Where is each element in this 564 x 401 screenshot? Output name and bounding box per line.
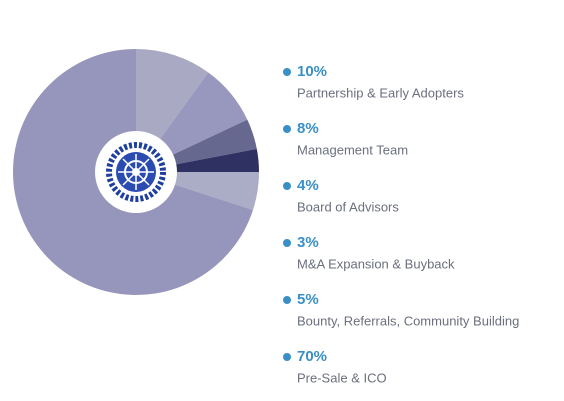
legend-value: 8% <box>297 120 319 137</box>
legend-label: M&A Expansion & Buyback <box>297 256 455 271</box>
legend-label: Management Team <box>297 142 408 157</box>
legend-marker <box>283 353 291 361</box>
legend-value: 5% <box>297 291 319 308</box>
legend-label: Pre-Sale & ICO <box>297 370 387 385</box>
logo <box>95 131 177 213</box>
legend-value: 3% <box>297 234 319 251</box>
legend-label: Bounty, Referrals, Community Building <box>297 313 519 328</box>
legend-marker <box>283 182 291 190</box>
legend-value: 10% <box>297 63 327 80</box>
legend-label: Partnership & Early Adopters <box>297 85 464 100</box>
legend-marker <box>283 296 291 304</box>
legend-value: 70% <box>297 348 327 365</box>
legend-marker <box>283 239 291 247</box>
legend-value: 4% <box>297 177 319 194</box>
legend-label: Board of Advisors <box>297 199 399 214</box>
legend-marker <box>283 68 291 76</box>
legend: 10% Partnership & Early Adopters 8% Managem… <box>283 63 519 385</box>
legend-marker <box>283 125 291 133</box>
